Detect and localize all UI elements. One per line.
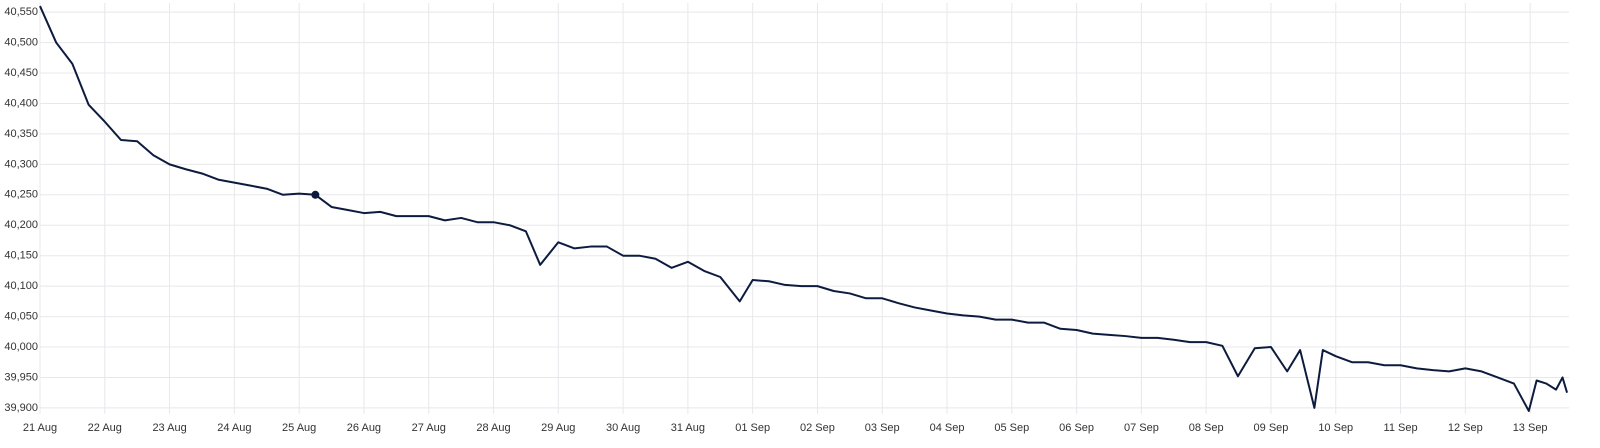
x-tick-label: 29 Aug: [541, 422, 575, 434]
x-tick-label: 09 Sep: [1254, 422, 1289, 434]
x-tick-label: 12 Sep: [1448, 422, 1483, 434]
x-tick-label: 23 Aug: [152, 422, 186, 434]
x-tick-label: 21 Aug: [23, 422, 57, 434]
x-tick-label: 11 Sep: [1384, 422, 1418, 434]
x-tick-label: 03 Sep: [865, 422, 900, 434]
x-tick-label: 07 Sep: [1124, 422, 1159, 434]
x-tick-label: 30 Aug: [606, 422, 640, 434]
y-tick-label: 40,450: [4, 67, 38, 79]
y-tick-label: 40,350: [4, 128, 38, 140]
x-tick-label: 26 Aug: [347, 422, 381, 434]
y-tick-label: 40,000: [4, 341, 38, 353]
x-tick-label: 10 Sep: [1318, 422, 1353, 434]
y-tick-label: 40,250: [4, 189, 38, 201]
x-tick-label: 28 Aug: [476, 422, 510, 434]
y-tick-label: 40,050: [4, 310, 38, 322]
y-tick-label: 40,150: [4, 250, 38, 262]
x-tick-label: 27 Aug: [412, 422, 446, 434]
x-tick-label: 24 Aug: [217, 422, 251, 434]
line: [39, 5, 1569, 412]
y-tick-label: 40,200: [4, 219, 38, 231]
y-tick-label: 40,500: [4, 36, 38, 48]
x-tick-label: 31 Aug: [671, 422, 705, 434]
y-tick-label: 39,950: [4, 371, 38, 383]
x-tick-label: 08 Sep: [1189, 422, 1224, 434]
y-tick-label: 39,900: [4, 402, 38, 414]
x-tick-label: 02 Sep: [800, 422, 835, 434]
x-tick-label: 25 Aug: [282, 422, 316, 434]
x-tick-label: 06 Sep: [1059, 422, 1094, 434]
highlight-point: [311, 190, 320, 199]
x-tick-label: 04 Sep: [930, 422, 965, 434]
x-tick-label: 22 Aug: [88, 422, 122, 434]
y-tick-label: 40,300: [4, 158, 38, 170]
x-tick-label: 13 Sep: [1513, 422, 1548, 434]
y-tick-label: 40,400: [4, 97, 38, 109]
y-tick-label: 40,100: [4, 280, 38, 292]
y-tick-label: 40,550: [4, 6, 38, 18]
x-tick-label: 01 Sep: [735, 422, 770, 434]
x-tick-label: 05 Sep: [994, 422, 1029, 434]
